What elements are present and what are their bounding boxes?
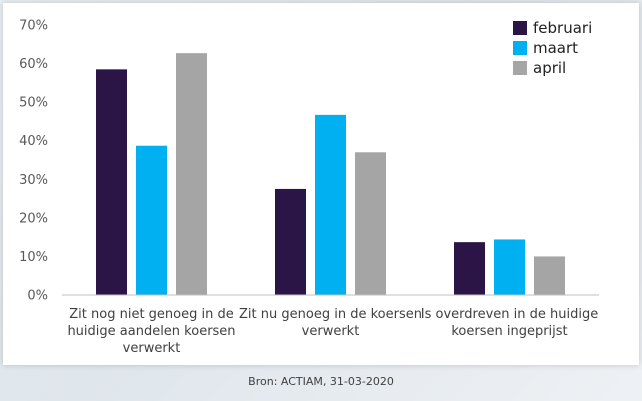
bar-februari-2 bbox=[275, 188, 306, 295]
y-tick-label: 60% bbox=[19, 57, 48, 72]
legend-label-februari: februari bbox=[533, 19, 592, 37]
bar-februari-1 bbox=[96, 69, 127, 295]
bars bbox=[96, 53, 565, 296]
y-axis-ticks: 0% 10% 20% 30% 40% 50% 60% 70% bbox=[19, 19, 48, 304]
y-tick-label: 30% bbox=[19, 173, 48, 188]
x-category-label: Zit nog niet genoeg in de bbox=[69, 307, 233, 322]
legend-swatch-maart bbox=[513, 41, 527, 55]
y-tick-label: 10% bbox=[19, 250, 48, 265]
bar-maart-1 bbox=[136, 145, 167, 295]
y-tick-label: 40% bbox=[19, 134, 48, 149]
legend-swatch-februari bbox=[513, 21, 527, 35]
bar-maart-2 bbox=[315, 114, 346, 295]
legend-label-maart: maart bbox=[533, 39, 578, 57]
x-category-label: Zit nu genoeg in de koersen bbox=[239, 307, 422, 322]
y-tick-label: 50% bbox=[19, 96, 48, 111]
bar-maart-3 bbox=[494, 239, 525, 295]
bar-april-2 bbox=[355, 152, 386, 295]
x-category-label: Is overdreven in de huidige bbox=[421, 307, 598, 322]
source-note: Bron: ACTIAM, 31-03-2020 bbox=[248, 375, 394, 388]
x-category-label: verwerkt bbox=[302, 324, 360, 339]
legend: februari maart april bbox=[513, 19, 592, 77]
x-category-label: huidige aandelen koersen bbox=[67, 324, 235, 339]
bar-april-3 bbox=[534, 256, 565, 295]
y-tick-label: 70% bbox=[19, 19, 48, 34]
x-category-label: verwerkt bbox=[123, 341, 181, 356]
y-tick-label: 20% bbox=[19, 211, 48, 226]
legend-label-april: april bbox=[533, 59, 566, 77]
x-axis-labels: Zit nog niet genoeg in de huidige aandele… bbox=[67, 307, 598, 356]
x-category-label: koersen ingeprijst bbox=[451, 324, 567, 339]
bar-april-1 bbox=[176, 53, 207, 296]
legend-swatch-april bbox=[513, 61, 527, 75]
bar-februari-3 bbox=[454, 242, 485, 295]
y-tick-label: 0% bbox=[27, 289, 48, 304]
